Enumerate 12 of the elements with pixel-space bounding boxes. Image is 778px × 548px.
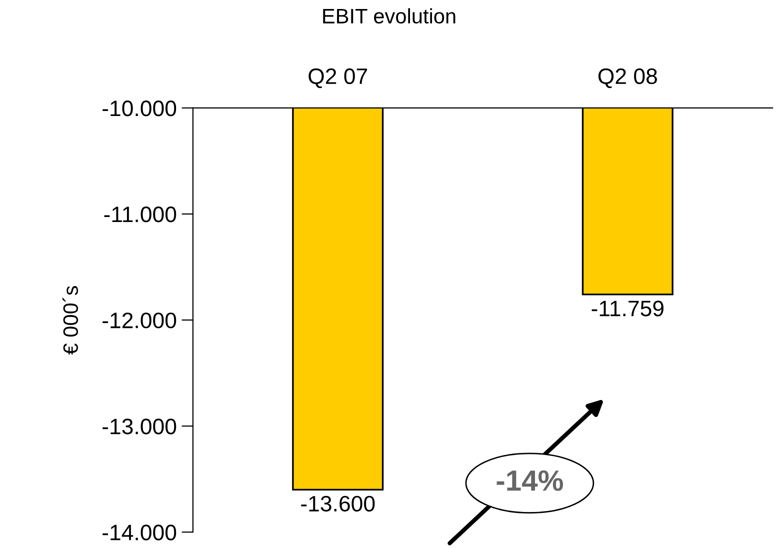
- y-tick-label: -14.000: [102, 524, 176, 540]
- y-tick-label: -10.000: [102, 100, 176, 116]
- y-axis-title: € 000´s: [62, 286, 78, 355]
- data-label: -11.759: [592, 300, 664, 316]
- y-tick-label: -13.000: [102, 418, 176, 434]
- chart-title: EBIT evolution: [323, 8, 456, 24]
- data-label: -13.600: [301, 496, 375, 512]
- x-tick-label: Q2 07: [308, 68, 367, 88]
- x-tick-label: Q2 08: [598, 68, 657, 88]
- annotation: -14%: [496, 470, 563, 491]
- y-tick-label: -11.000: [104, 206, 176, 222]
- y-tick-label: -12.000: [102, 312, 176, 328]
